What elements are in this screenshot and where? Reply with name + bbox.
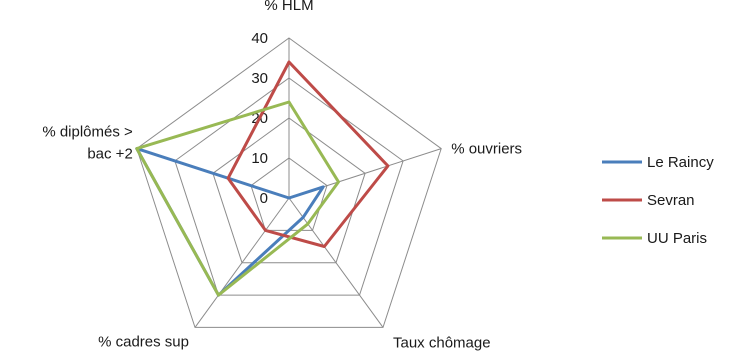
tick-label-0: 0 — [260, 190, 268, 207]
axis-labels: % HLM % ouvriers Taux chômage % cadres sup%… — [42, 0, 522, 351]
axis-label-1: % ouvriers — [451, 141, 522, 158]
legend-label-0: Le Raincy — [647, 154, 714, 171]
axis-label-4: % diplômés > bac +2 — [42, 124, 133, 163]
axis-label-2: Taux chômage — [393, 334, 491, 351]
series-line-uu-paris — [137, 102, 339, 295]
axis-label-0: % HLM — [264, 0, 313, 14]
tick-label-4: 40 — [251, 30, 268, 47]
legend-label-2: UU Paris — [647, 230, 707, 247]
tick-label-3: 30 — [251, 70, 268, 87]
series-line-le-raincy — [137, 149, 323, 296]
legend-label-1: Sevran — [647, 192, 695, 209]
axis-label-3: % cadres sup — [98, 333, 189, 350]
grid — [137, 38, 441, 327]
legend: Le Raincy Sevran UU Paris — [602, 154, 714, 247]
tick-label-1: 10 — [251, 150, 268, 167]
